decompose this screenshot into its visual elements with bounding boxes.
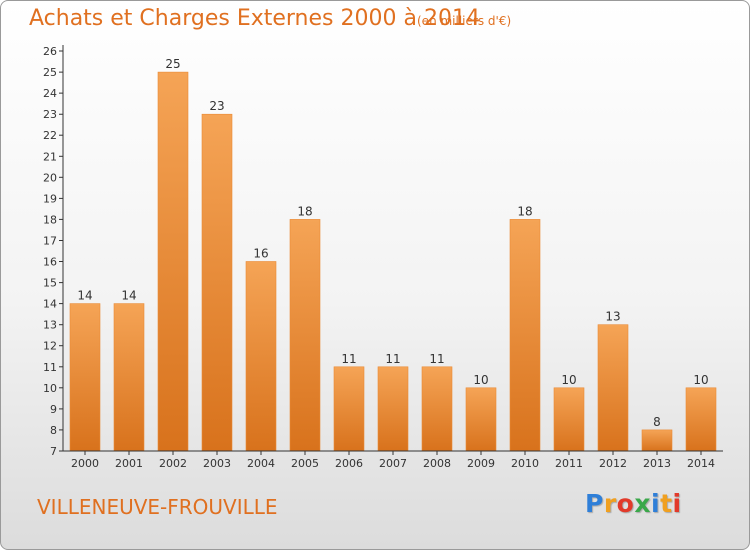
logo-letter: o [616, 489, 635, 518]
bar-2003 [201, 113, 233, 452]
bar-2014 [685, 387, 717, 452]
y-tick-label: 24 [43, 87, 57, 100]
x-tick-label: 2000 [71, 457, 99, 470]
commune-name: VILLENEUVE-FROUVILLE [37, 495, 278, 519]
axes-group [59, 45, 723, 455]
bar-2007 [377, 366, 409, 452]
x-tick-label: 2012 [599, 457, 627, 470]
bar-2004 [245, 261, 277, 452]
logo-letter: i [672, 489, 682, 518]
y-tick-label: 19 [43, 192, 57, 205]
value-label: 14 [77, 289, 92, 303]
bar-2006 [333, 366, 365, 452]
logo-letter: P [585, 489, 604, 518]
labels-group: 14 2000 14 2001 25 2002 23 2003 16 2004 18 2005 11 20… [43, 45, 715, 470]
bar-2008 [421, 366, 453, 452]
y-tick-label: 13 [43, 319, 57, 332]
chart-subtitle: (en milliers d'€) [417, 14, 512, 28]
chart-title: Achats et Charges Externes 2000 à 2014 [29, 6, 480, 31]
value-label: 10 [473, 373, 488, 387]
bar-2011 [553, 387, 585, 452]
logo-letter: r [603, 489, 617, 518]
value-label: 11 [385, 352, 400, 366]
logo-letter: x [634, 489, 651, 518]
x-tick-label: 2009 [467, 457, 495, 470]
y-tick-label: 10 [43, 382, 57, 395]
bar-2002 [157, 71, 189, 452]
x-tick-label: 2003 [203, 457, 231, 470]
y-tick-label: 17 [43, 235, 57, 248]
value-label: 13 [605, 310, 620, 324]
bar-2000 [69, 303, 101, 452]
x-tick-label: 2005 [291, 457, 319, 470]
value-label: 18 [297, 204, 312, 218]
bar-2013 [641, 429, 673, 452]
x-tick-label: 2010 [511, 457, 539, 470]
y-tick-label: 14 [43, 298, 57, 311]
value-label: 14 [121, 289, 136, 303]
bar-2001 [113, 303, 145, 452]
x-tick-label: 2013 [643, 457, 671, 470]
bars-group [69, 71, 717, 452]
y-tick-label: 21 [43, 150, 57, 163]
x-tick-label: 2006 [335, 457, 363, 470]
y-tick-label: 23 [43, 108, 57, 121]
bar-2005 [289, 219, 321, 452]
value-label: 25 [165, 57, 180, 71]
value-label: 11 [429, 352, 444, 366]
y-tick-label: 8 [50, 424, 57, 437]
bar-2012 [597, 324, 629, 452]
bar-2010 [509, 219, 541, 452]
value-label: 16 [253, 247, 268, 261]
value-label: 8 [653, 415, 661, 429]
bar-2009 [465, 387, 497, 452]
x-tick-label: 2002 [159, 457, 187, 470]
value-label: 10 [561, 373, 576, 387]
y-tick-label: 26 [43, 45, 57, 58]
y-tick-label: 15 [43, 277, 57, 290]
y-tick-label: 16 [43, 256, 57, 269]
x-tick-label: 2004 [247, 457, 275, 470]
x-tick-label: 2007 [379, 457, 407, 470]
value-label: 23 [209, 99, 224, 113]
value-label: 11 [341, 352, 356, 366]
x-tick-label: 2014 [687, 457, 715, 470]
y-tick-label: 25 [43, 66, 57, 79]
value-label: 10 [693, 373, 708, 387]
logo-letter: i [651, 489, 661, 518]
x-tick-label: 2011 [555, 457, 583, 470]
value-label: 18 [517, 204, 532, 218]
y-tick-label: 18 [43, 213, 57, 226]
y-tick-label: 12 [43, 340, 57, 353]
y-tick-label: 9 [50, 403, 57, 416]
y-tick-label: 20 [43, 171, 57, 184]
y-tick-label: 22 [43, 129, 57, 142]
x-tick-label: 2001 [115, 457, 143, 470]
y-tick-label: 7 [50, 445, 57, 458]
x-tick-label: 2008 [423, 457, 451, 470]
logo-letter: t [660, 489, 673, 518]
proxiti-logo: Proxiti [585, 489, 682, 518]
y-tick-label: 11 [43, 361, 57, 374]
